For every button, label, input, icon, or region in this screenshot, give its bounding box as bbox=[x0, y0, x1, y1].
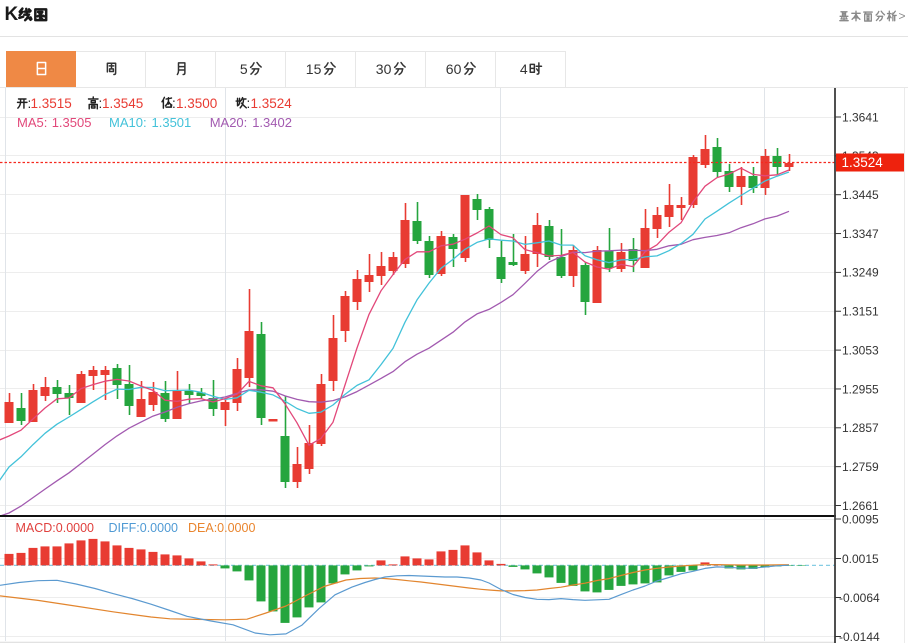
svg-text:1.3249: 1.3249 bbox=[842, 266, 879, 280]
svg-text:1.3347: 1.3347 bbox=[842, 227, 879, 241]
svg-text:0.0015: 0.0015 bbox=[842, 552, 879, 566]
svg-text:1.3445: 1.3445 bbox=[842, 188, 879, 202]
svg-text:1.3515: 1.3515 bbox=[31, 96, 72, 111]
svg-text:1.3151: 1.3151 bbox=[842, 305, 879, 319]
svg-text:1.3545: 1.3545 bbox=[102, 96, 143, 111]
svg-text:1.2759: 1.2759 bbox=[842, 460, 879, 474]
svg-text:0.0095: 0.0095 bbox=[842, 512, 879, 526]
svg-text:1.3641: 1.3641 bbox=[842, 110, 879, 124]
svg-text:1.3402: 1.3402 bbox=[252, 115, 292, 130]
svg-text:DIFF:0.0000: DIFF:0.0000 bbox=[109, 521, 179, 535]
svg-text:DEA:0.0000: DEA:0.0000 bbox=[188, 521, 255, 535]
svg-text:1.3501: 1.3501 bbox=[152, 115, 192, 130]
svg-text:MA5:: MA5: bbox=[17, 115, 47, 130]
svg-text:1.2661: 1.2661 bbox=[842, 499, 879, 513]
svg-text:1.3053: 1.3053 bbox=[842, 343, 879, 357]
svg-text:1.2955: 1.2955 bbox=[842, 382, 879, 396]
svg-text:1.3524: 1.3524 bbox=[842, 155, 884, 170]
svg-text::: : bbox=[28, 96, 32, 111]
svg-text::: : bbox=[99, 96, 103, 111]
svg-text:MA20:: MA20: bbox=[210, 115, 248, 130]
svg-text:-0.0144: -0.0144 bbox=[839, 630, 880, 643]
svg-text:1.2857: 1.2857 bbox=[842, 421, 879, 435]
svg-text::: : bbox=[247, 96, 251, 111]
svg-text:1.3524: 1.3524 bbox=[251, 96, 293, 111]
svg-text:1.3505: 1.3505 bbox=[52, 115, 92, 130]
svg-text::: : bbox=[172, 96, 176, 111]
svg-text:MACD:0.0000: MACD:0.0000 bbox=[16, 521, 95, 535]
svg-text:-0.0064: -0.0064 bbox=[839, 591, 880, 605]
svg-text:1.3500: 1.3500 bbox=[176, 96, 217, 111]
svg-text:MA10:: MA10: bbox=[109, 115, 147, 130]
